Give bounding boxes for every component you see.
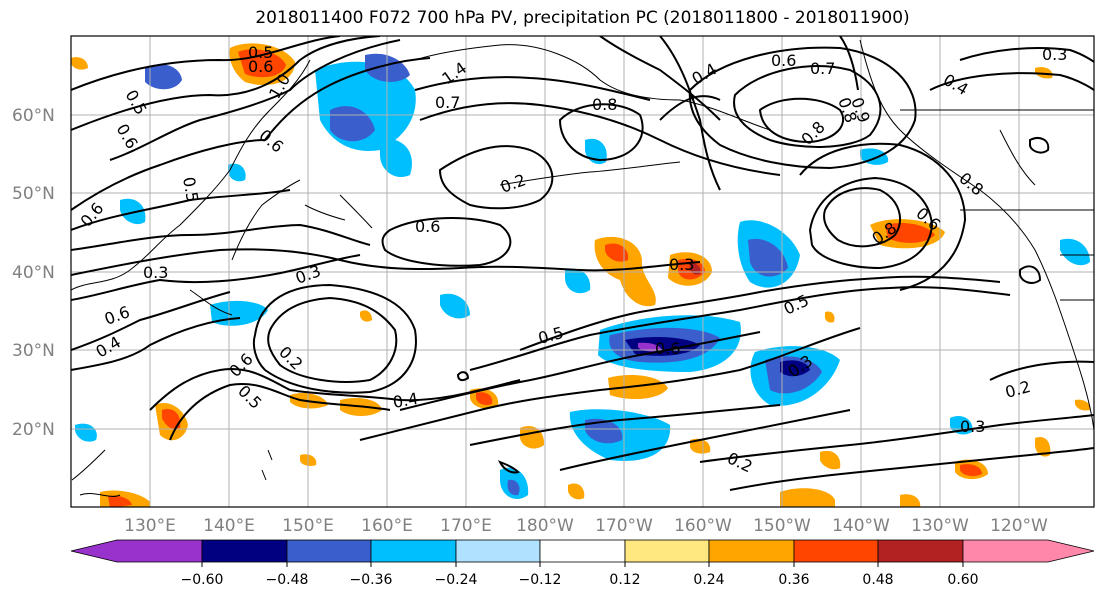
colorbar-segment	[624, 539, 710, 563]
map-border	[70, 35, 1095, 508]
colorbar-segment	[201, 539, 288, 563]
colorbar-label: −0.48	[266, 572, 309, 588]
lat-label: 30°N	[12, 341, 55, 361]
colorbar-labels: −0.60 −0.48 −0.36 −0.24 −0.12 0.12 0.24 …	[181, 572, 979, 588]
contour-label: 0.3	[669, 255, 694, 274]
latitude-labels: 60°N 50°N 40°N 30°N 20°N	[12, 106, 55, 440]
colorbar-label: −0.24	[435, 572, 478, 588]
lat-label: 20°N	[12, 420, 55, 440]
colorbar-segment	[70, 539, 203, 563]
lon-label: 140°W	[832, 516, 890, 536]
colorbar-segment	[370, 539, 457, 563]
contour-label: 0.8	[592, 95, 617, 114]
colorbar-label: 0.12	[609, 572, 640, 588]
lon-label: 180°W	[516, 516, 574, 536]
colorbar-segment	[793, 539, 879, 563]
colorbar-segment	[877, 539, 964, 563]
colorbar-segment	[962, 539, 1095, 563]
contour-label: 0.3	[1042, 45, 1067, 64]
lon-label: 160°E	[361, 516, 413, 536]
contour-label: 0.5	[179, 175, 202, 203]
colorbar-segment	[455, 539, 541, 563]
lon-label: 140°E	[203, 516, 255, 536]
lat-label: 50°N	[12, 184, 55, 204]
lon-label: 170°W	[595, 516, 653, 536]
colorbar-label: −0.60	[181, 572, 224, 588]
colorbar-label: 0.24	[693, 572, 724, 588]
pv-contours	[71, 36, 1094, 491]
contour-label: 0.6	[655, 339, 680, 358]
colorbar-segment	[286, 539, 372, 563]
lat-label: 40°N	[12, 263, 55, 283]
lon-label: 170°E	[440, 516, 492, 536]
contour-label: 0.6	[415, 217, 440, 236]
colorbar-label: 0.36	[778, 572, 809, 588]
lon-label: 130°E	[124, 516, 176, 536]
lon-label: 120°W	[990, 516, 1048, 536]
lat-label: 60°N	[12, 106, 55, 126]
lon-label: 130°W	[911, 516, 969, 536]
colorbar-segment	[708, 539, 795, 563]
longitude-labels: 130°E 140°E 150°E 160°E 170°E 180°W 170°…	[124, 516, 1048, 536]
colorbar-ticks	[201, 562, 964, 567]
map-title: 2018011400 F072 700 hPa PV, precipitatio…	[255, 8, 910, 28]
contour-label: 0.5	[248, 43, 273, 62]
colorbar-label: −0.12	[519, 572, 562, 588]
contour-label: 0.4	[391, 389, 419, 412]
contour-label: 0.3	[960, 417, 985, 436]
contour-label: 0.6	[248, 57, 273, 76]
contour-label: 0.6	[771, 51, 796, 70]
colorbar-label: 0.60	[947, 572, 978, 588]
graticule	[71, 36, 1094, 507]
contour-label: 0.7	[810, 59, 835, 78]
contour-label: 0.7	[435, 93, 460, 112]
lon-label: 160°W	[674, 516, 732, 536]
colorbar-label: −0.36	[350, 572, 393, 588]
colorbar-segment	[539, 539, 626, 563]
contour-label: 0.3	[143, 263, 168, 282]
lon-label: 150°W	[753, 516, 811, 536]
colorbar-label: 0.48	[862, 572, 893, 588]
precip-negative-shading	[75, 53, 1090, 500]
lon-label: 150°E	[282, 516, 334, 536]
colorbar	[70, 539, 1095, 563]
